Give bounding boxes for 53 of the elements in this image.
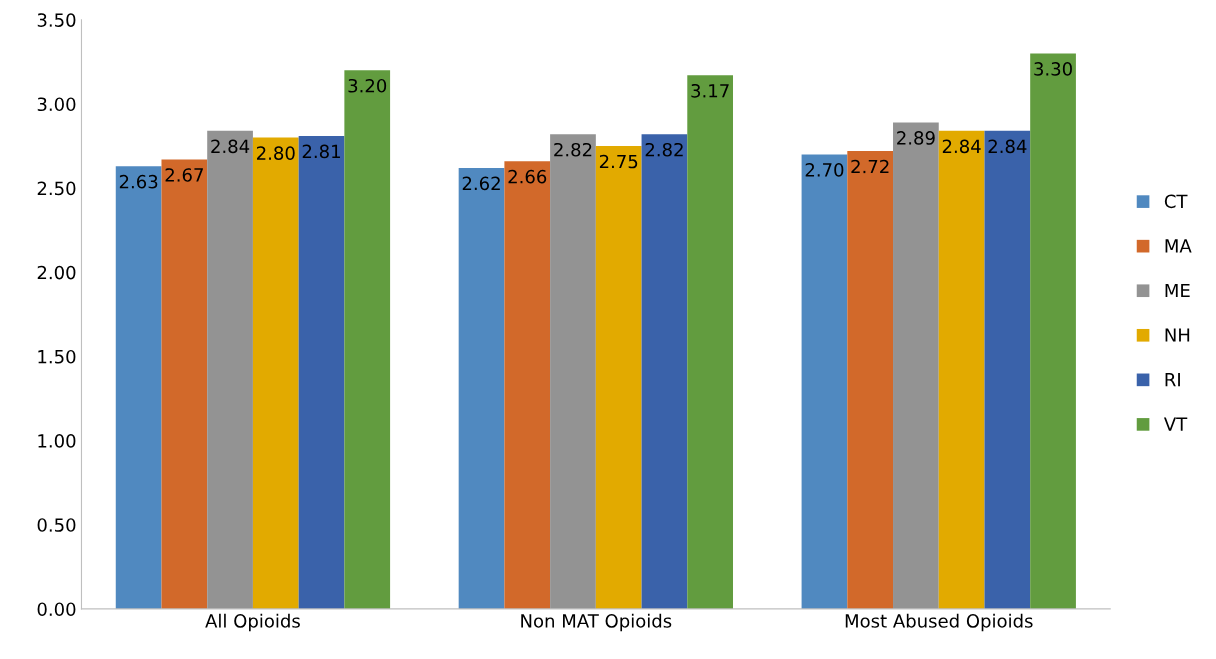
bar — [550, 134, 596, 609]
legend-label: RI — [1165, 373, 1180, 387]
legend-label: VT — [1163, 417, 1188, 431]
data-label: 2.84 — [942, 139, 981, 154]
bar — [252, 137, 299, 609]
legend-label: NH — [1165, 328, 1190, 342]
bar — [1030, 53, 1076, 609]
bar — [938, 130, 985, 609]
x-tick-label: Most Abused Opioids — [845, 613, 1033, 632]
y-tick-label: 3.50 — [37, 13, 76, 27]
y-tick-label: 2.50 — [37, 181, 76, 196]
bar — [801, 154, 848, 609]
bar — [847, 151, 894, 609]
legend-label: ME — [1165, 283, 1190, 298]
bar — [687, 75, 733, 609]
bar — [641, 134, 688, 609]
y-tick-label: 1.00 — [38, 434, 76, 448]
bar — [458, 167, 505, 609]
bar — [115, 166, 162, 609]
y-tick-label: 2.00 — [37, 265, 76, 280]
data-label: 2.63 — [119, 174, 158, 189]
data-label: 2.62 — [462, 176, 500, 191]
y-tick-label: 0.50 — [37, 518, 76, 532]
data-label: 2.81 — [302, 144, 340, 159]
legend-label: CT — [1164, 194, 1188, 209]
data-label: 3.20 — [348, 78, 387, 93]
y-tick-label: 3.00 — [37, 97, 76, 112]
data-label: 3.17 — [691, 83, 729, 98]
bar — [207, 130, 253, 609]
x-tick-label: Non MAT Opioids — [521, 613, 672, 632]
bar — [595, 146, 642, 609]
bar — [344, 70, 391, 609]
bar — [893, 122, 939, 609]
data-label: 2.67 — [165, 168, 203, 182]
data-label: 2.84 — [211, 139, 250, 154]
data-label: 2.89 — [897, 131, 935, 145]
data-label: 2.75 — [599, 154, 638, 169]
x-tick-label: All Opioids — [205, 613, 300, 632]
data-label: 2.72 — [851, 159, 889, 174]
data-label: 2.80 — [257, 146, 295, 160]
y-tick-label: 1.50 — [38, 349, 76, 364]
data-label: 2.82 — [645, 142, 683, 157]
data-label: 2.82 — [554, 142, 592, 157]
bar — [298, 135, 345, 609]
bar — [984, 130, 1031, 609]
legend-label: MA — [1165, 239, 1192, 253]
bar — [161, 159, 208, 609]
y-tick-label: 0.00 — [37, 602, 76, 617]
data-label: 2.70 — [805, 163, 844, 177]
data-label: 3.30 — [1034, 62, 1072, 76]
data-label: 2.84 — [988, 139, 1027, 154]
bar — [504, 161, 551, 609]
data-label: 2.66 — [508, 169, 547, 184]
